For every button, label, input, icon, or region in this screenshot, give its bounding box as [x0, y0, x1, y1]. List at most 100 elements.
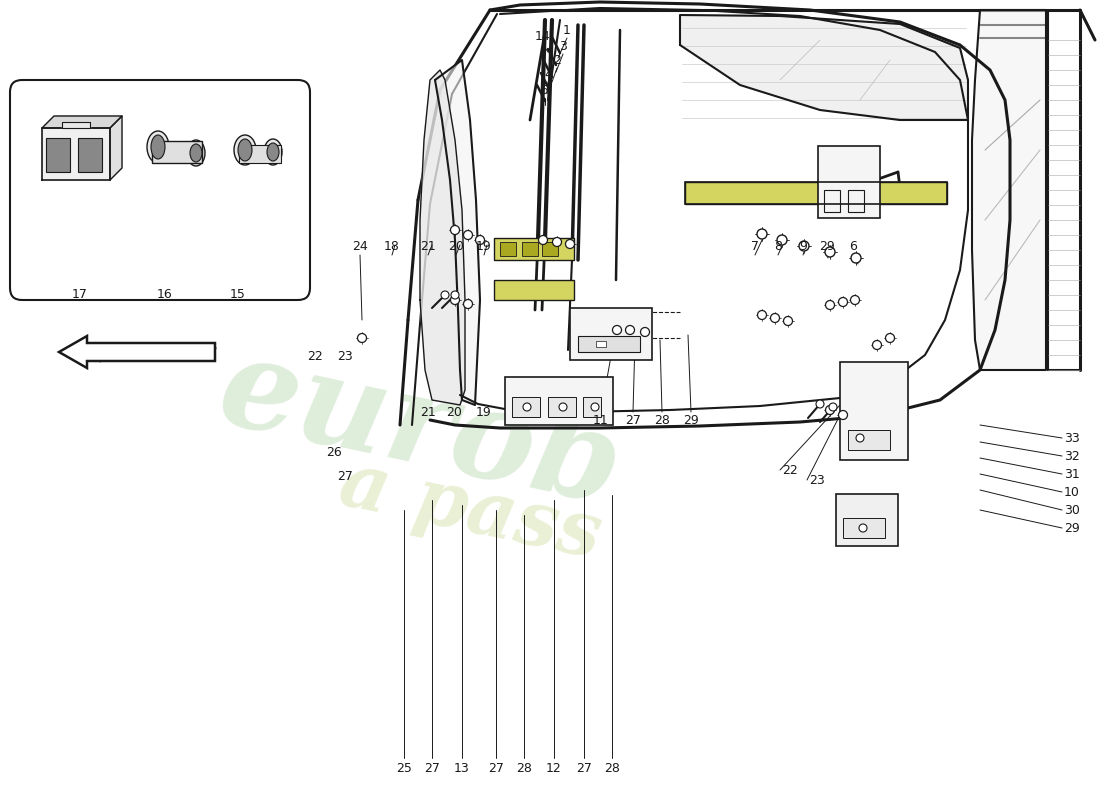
Bar	[685, 182, 947, 204]
Text: 7: 7	[751, 241, 759, 254]
Text: a pass: a pass	[332, 446, 607, 574]
Text: 27: 27	[425, 762, 440, 774]
Bar	[78, 138, 102, 172]
Text: 29: 29	[683, 414, 698, 426]
Text: 21: 21	[420, 241, 436, 254]
Circle shape	[758, 310, 767, 319]
Text: 13: 13	[454, 762, 470, 774]
Text: 3: 3	[559, 39, 566, 53]
Text: 16: 16	[157, 287, 173, 301]
Text: 32: 32	[1064, 450, 1080, 462]
Text: 25: 25	[396, 762, 411, 774]
FancyBboxPatch shape	[10, 80, 310, 300]
Bar	[583, 397, 601, 417]
Circle shape	[872, 341, 881, 350]
Bar	[512, 397, 540, 417]
Text: 4: 4	[544, 67, 552, 81]
FancyArrow shape	[59, 336, 215, 368]
Circle shape	[463, 230, 473, 239]
Bar	[505, 377, 613, 425]
Text: 1: 1	[563, 23, 571, 37]
Circle shape	[825, 301, 835, 310]
Bar	[578, 336, 640, 352]
Circle shape	[799, 241, 808, 251]
Polygon shape	[680, 15, 968, 120]
Bar	[848, 190, 864, 212]
Text: 24: 24	[352, 241, 367, 254]
Bar	[542, 242, 558, 256]
Text: 27: 27	[576, 762, 592, 774]
Circle shape	[552, 238, 561, 246]
Text: 29: 29	[1064, 522, 1080, 534]
Polygon shape	[434, 60, 480, 405]
Bar	[824, 190, 840, 212]
Text: 26: 26	[326, 446, 342, 458]
Text: 27: 27	[625, 414, 641, 426]
Bar	[494, 238, 574, 260]
Text: eurob: eurob	[208, 328, 631, 532]
Text: 29: 29	[820, 241, 835, 254]
Circle shape	[825, 247, 835, 257]
Text: 11: 11	[593, 414, 609, 426]
Circle shape	[856, 434, 864, 442]
Text: 18: 18	[384, 241, 400, 254]
Text: 12: 12	[546, 762, 562, 774]
Bar	[843, 518, 886, 538]
Polygon shape	[420, 70, 465, 405]
Circle shape	[451, 226, 460, 234]
Circle shape	[886, 334, 894, 342]
Circle shape	[829, 403, 837, 411]
Text: 28: 28	[654, 414, 670, 426]
Text: 28: 28	[604, 762, 620, 774]
Bar	[840, 362, 907, 460]
Circle shape	[770, 314, 780, 322]
Circle shape	[859, 524, 867, 532]
Ellipse shape	[190, 144, 202, 162]
Polygon shape	[42, 128, 110, 180]
Text: 22: 22	[782, 463, 797, 477]
Text: 5: 5	[541, 83, 549, 97]
Polygon shape	[972, 10, 1046, 370]
Bar	[570, 308, 652, 360]
Bar	[836, 494, 898, 546]
Ellipse shape	[267, 143, 279, 161]
Bar	[685, 182, 947, 204]
Text: 31: 31	[1064, 467, 1080, 481]
Polygon shape	[110, 116, 122, 180]
Text: 23: 23	[810, 474, 825, 486]
Text: 9: 9	[799, 241, 807, 254]
Circle shape	[838, 410, 847, 419]
Bar	[548, 397, 576, 417]
Circle shape	[591, 403, 600, 411]
Bar	[46, 138, 70, 172]
Ellipse shape	[187, 140, 205, 166]
Text: 27: 27	[488, 762, 504, 774]
Polygon shape	[62, 122, 90, 128]
Circle shape	[613, 326, 621, 334]
Text: 20: 20	[447, 406, 462, 418]
Bar	[239, 145, 280, 163]
Text: 33: 33	[1064, 431, 1080, 445]
Ellipse shape	[234, 135, 256, 165]
Text: 23: 23	[337, 350, 353, 362]
Circle shape	[475, 235, 484, 245]
Circle shape	[451, 291, 459, 299]
Ellipse shape	[238, 139, 252, 161]
Bar	[494, 280, 574, 300]
Text: 2: 2	[553, 54, 561, 66]
Circle shape	[757, 229, 767, 239]
Ellipse shape	[147, 131, 169, 163]
Text: 10: 10	[1064, 486, 1080, 498]
Bar	[500, 242, 516, 256]
Bar	[596, 341, 606, 347]
Bar	[522, 242, 538, 256]
Text: 21: 21	[420, 406, 436, 418]
Circle shape	[539, 235, 548, 245]
Ellipse shape	[264, 139, 282, 165]
Bar	[152, 141, 202, 163]
Ellipse shape	[151, 135, 165, 159]
Text: 30: 30	[1064, 503, 1080, 517]
Circle shape	[783, 317, 792, 326]
Text: 19: 19	[476, 241, 492, 254]
Text: 17: 17	[73, 287, 88, 301]
